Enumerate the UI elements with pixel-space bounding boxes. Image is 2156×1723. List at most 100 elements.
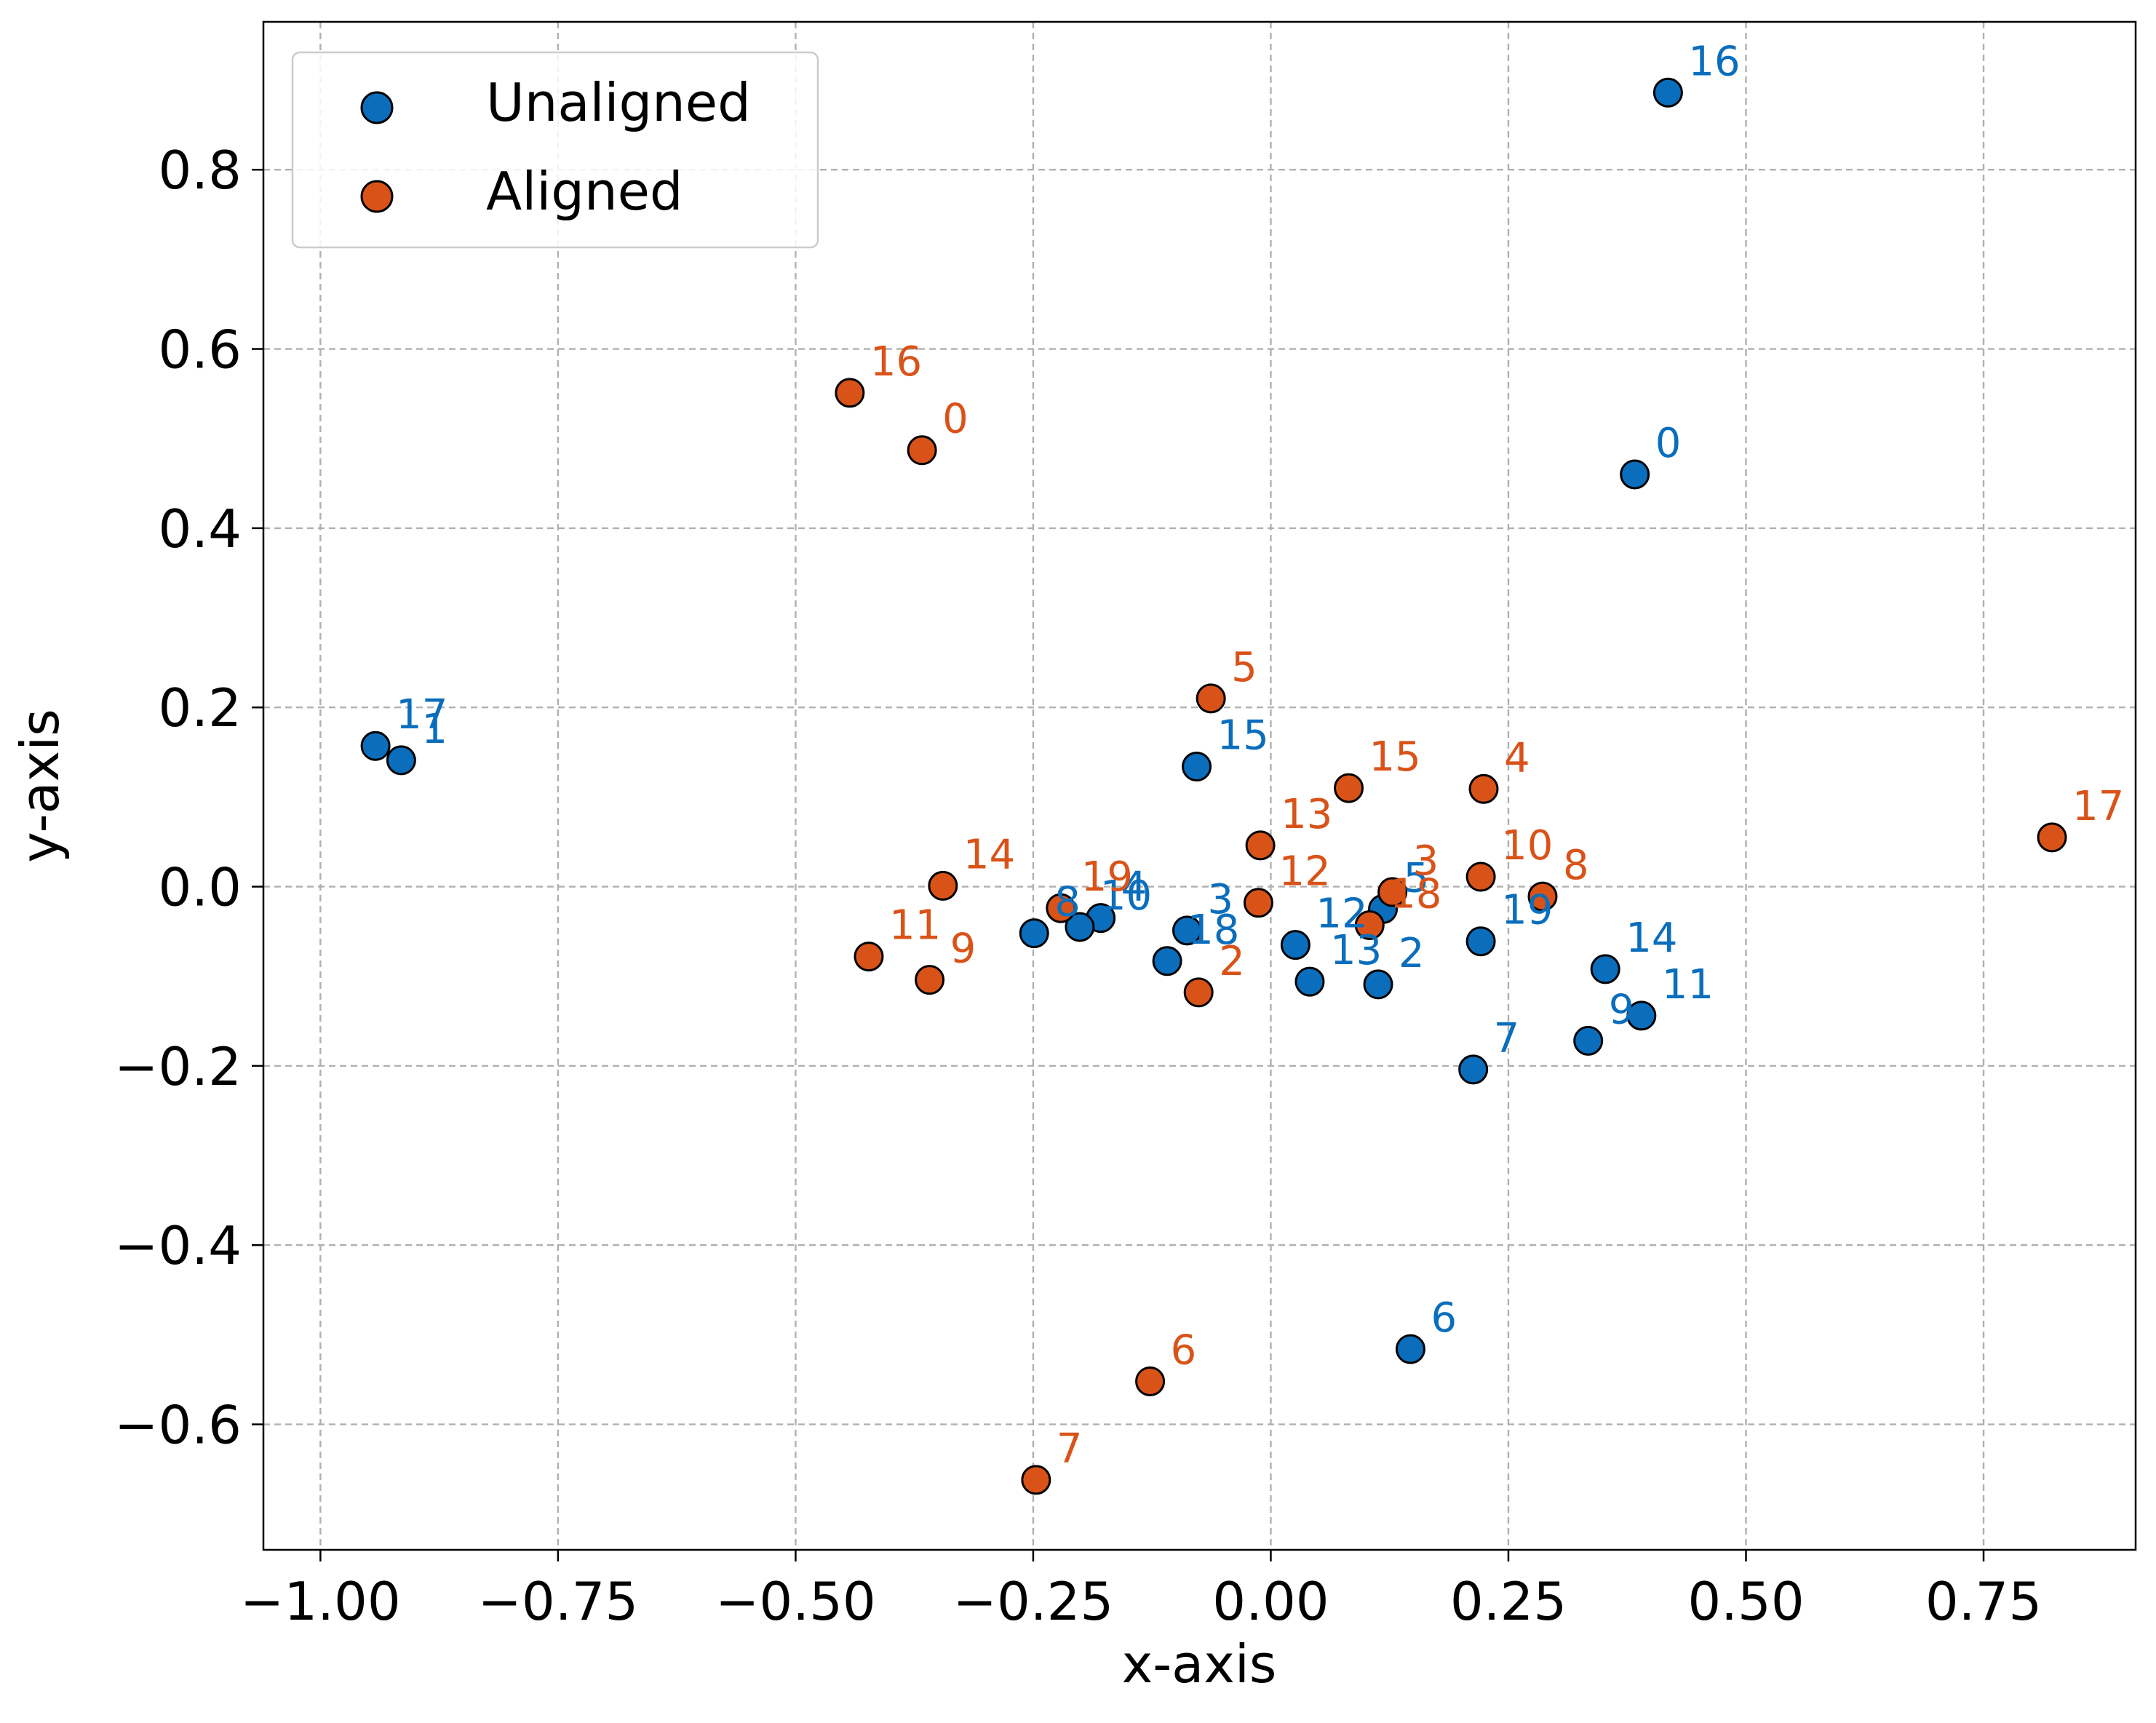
point-label-unaligned-19: 19: [1501, 887, 1553, 934]
point-label-unaligned-10: 10: [1100, 872, 1152, 920]
point-unaligned-17: [360, 731, 391, 761]
point-label-unaligned-12: 12: [1316, 891, 1367, 938]
point-aligned-9: [915, 965, 945, 995]
point-aligned-3: [1377, 877, 1408, 907]
y-tick-label: −0.4: [114, 1215, 242, 1276]
point-unaligned-15: [1182, 752, 1212, 782]
x-tick-label: −0.50: [715, 1571, 876, 1632]
point-label-aligned-7: 7: [1057, 1425, 1083, 1473]
point-label-unaligned-6: 6: [1431, 1294, 1457, 1342]
y-tick-label: −0.2: [114, 1036, 242, 1097]
point-label-unaligned-16: 16: [1688, 38, 1740, 85]
point-aligned-7: [1021, 1465, 1051, 1495]
point-label-aligned-19: 19: [1081, 853, 1133, 901]
point-label-aligned-11: 11: [889, 902, 941, 950]
point-aligned-19: [1046, 893, 1076, 923]
point-aligned-14: [928, 870, 958, 901]
point-label-unaligned-1: 1: [421, 706, 447, 753]
point-label-aligned-5: 5: [1231, 644, 1257, 691]
point-label-aligned-10: 10: [1501, 822, 1553, 870]
point-label-aligned-4: 4: [1504, 734, 1530, 781]
point-label-aligned-3: 3: [1413, 837, 1439, 885]
point-unaligned-13: [1294, 966, 1325, 997]
point-label-unaligned-3: 3: [1208, 876, 1234, 923]
point-label-aligned-14: 14: [963, 831, 1015, 878]
point-label-unaligned-9: 9: [1609, 986, 1635, 1033]
x-tick-label: 0.00: [1212, 1571, 1329, 1632]
plot-area-frame: [262, 20, 2137, 1551]
point-aligned-2: [1183, 977, 1214, 1008]
point-label-aligned-6: 6: [1171, 1326, 1197, 1374]
point-label-unaligned-18: 18: [1188, 907, 1239, 954]
point-label-aligned-12: 12: [1278, 848, 1330, 896]
point-unaligned-8: [1019, 918, 1049, 949]
axis-ticks: −1.00 −0.75 −0.50 −0.25 0.00 0.25 0.50 0.75−0.6…: [114, 140, 2042, 1632]
point-unaligned-12: [1280, 930, 1310, 960]
point-unaligned-14: [1590, 954, 1620, 984]
point-aligned-0: [907, 435, 937, 466]
point-label-unaligned-4: 4: [1121, 864, 1147, 911]
point-aligned-17: [2037, 822, 2067, 853]
point-aligned-10: [1465, 862, 1496, 892]
point-unaligned-7: [1458, 1054, 1489, 1085]
legend-label-aligned: Aligned: [486, 161, 683, 222]
point-label-unaligned-11: 11: [1662, 961, 1714, 1008]
y-tick-label: 0.6: [158, 319, 242, 381]
point-aligned-5: [1196, 683, 1226, 714]
point-label-unaligned-0: 0: [1655, 420, 1682, 467]
x-tick-label: 0.50: [1687, 1571, 1804, 1632]
legend-marker-unaligned: [360, 91, 394, 124]
point-aligned-11: [854, 942, 884, 972]
point-label-aligned-8: 8: [1563, 842, 1589, 889]
point-label-unaligned-14: 14: [1626, 915, 1677, 962]
point-unaligned-11: [1626, 1000, 1657, 1031]
point-unaligned-10: [1065, 912, 1095, 942]
x-tick-label: 0.75: [1925, 1571, 2042, 1632]
point-label-unaligned-2: 2: [1399, 930, 1425, 977]
point-unaligned-1: [386, 745, 416, 776]
point-label-unaligned-15: 15: [1217, 712, 1269, 760]
point-unaligned-2: [1363, 969, 1393, 1000]
point-unaligned-6: [1395, 1334, 1425, 1364]
point-label-aligned-13: 13: [1281, 791, 1332, 838]
legend-frame: [291, 51, 819, 249]
x-tick-label: 0.25: [1450, 1571, 1567, 1632]
point-label-unaligned-5: 5: [1404, 854, 1430, 902]
point-label-aligned-16: 16: [870, 338, 922, 386]
y-tick-label: 0.8: [158, 140, 242, 201]
x-tick-label: −0.25: [953, 1571, 1114, 1632]
legend-marker-aligned: [360, 180, 394, 213]
point-label-aligned-15: 15: [1369, 733, 1421, 781]
point-aligned-16: [835, 378, 865, 408]
data-points: [360, 77, 2067, 1495]
point-aligned-4: [1468, 773, 1499, 804]
point-label-aligned-2: 2: [1219, 938, 1245, 985]
y-tick-label: −0.6: [114, 1395, 242, 1456]
point-aligned-12: [1243, 888, 1273, 918]
point-aligned-15: [1334, 773, 1364, 803]
grid: [263, 22, 2136, 1550]
point-unaligned-16: [1652, 77, 1683, 108]
point-label-unaligned-17: 17: [396, 691, 447, 739]
x-tick-label: −1.00: [240, 1571, 401, 1632]
point-unaligned-18: [1152, 946, 1182, 976]
point-aligned-13: [1245, 830, 1276, 861]
legend-label-unaligned: Unaligned: [486, 72, 751, 133]
y-tick-label: 0.2: [158, 677, 242, 739]
point-unaligned-9: [1573, 1025, 1604, 1056]
x-axis-title: x-axis: [1122, 1634, 1277, 1695]
point-label-aligned-17: 17: [2072, 783, 2124, 830]
point-label-unaligned-8: 8: [1054, 879, 1081, 926]
point-unaligned-3: [1172, 915, 1203, 946]
y-tick-label: 0.0: [158, 857, 242, 918]
point-label-unaligned-7: 7: [1494, 1015, 1520, 1062]
x-tick-label: −0.75: [478, 1571, 639, 1632]
point-unaligned-19: [1465, 926, 1496, 957]
point-aligned-6: [1135, 1366, 1166, 1396]
point-unaligned-0: [1620, 459, 1650, 490]
point-aligned-8: [1527, 881, 1558, 912]
